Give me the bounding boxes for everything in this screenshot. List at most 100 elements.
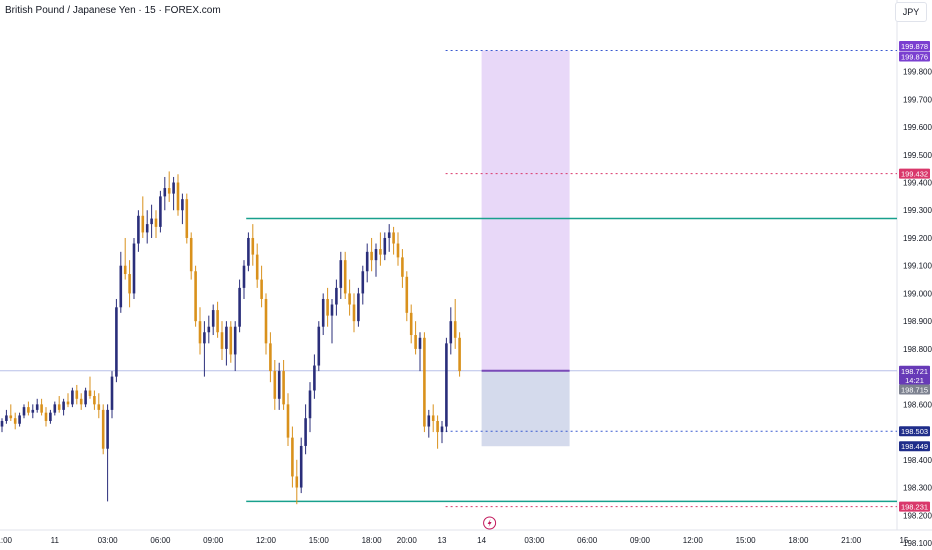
candle-body-4: [18, 415, 21, 424]
candle-body-82: [361, 271, 365, 294]
x-tick-label-10: 14: [477, 536, 486, 545]
candle-body-91: [401, 257, 404, 277]
candle-body-28: [123, 265, 127, 275]
candle-body-90: [396, 243, 400, 258]
candle-body-10: [44, 412, 48, 421]
candle-body-74: [326, 298, 329, 316]
y-tick-label-9: 198.900: [903, 317, 932, 326]
candle-body-78: [343, 260, 347, 294]
candle-body-102: [449, 321, 453, 344]
y-tick-label-10: 198.800: [903, 345, 932, 354]
y-tick-label-5: 199.300: [903, 206, 932, 215]
x-tick-label-1: 11: [51, 536, 60, 545]
candle-body-49: [216, 310, 219, 333]
candle-body-62: [273, 371, 277, 399]
candle-body-97: [427, 415, 431, 427]
x-tick-label-2: 03:00: [98, 536, 119, 545]
candle-body-67: [295, 476, 299, 488]
candle-body-51: [225, 326, 228, 349]
price-label-4: 14:21: [905, 376, 924, 385]
candle-body-1: [5, 415, 8, 421]
candle-body-32: [141, 215, 145, 233]
x-tick-label-9: 13: [438, 536, 447, 545]
candle-body-86: [379, 249, 382, 255]
x-tick-label-6: 15:00: [309, 536, 330, 545]
candle-body-43: [189, 237, 193, 272]
candle-body-87: [383, 237, 387, 255]
candle-body-45: [198, 321, 202, 344]
candle-body-63: [277, 371, 281, 399]
candle-body-59: [260, 279, 263, 299]
candle-body-39: [172, 182, 175, 194]
candle-body-27: [119, 265, 123, 308]
candle-body-15: [66, 401, 70, 405]
candle-body-92: [405, 276, 409, 313]
y-tick-label-12: 198.400: [903, 456, 932, 465]
candle-body-55: [242, 265, 246, 288]
candle-body-71: [313, 365, 316, 391]
candle-body-61: [269, 343, 272, 372]
candle-body-64: [282, 371, 285, 405]
y-tick-label-1: 199.700: [903, 95, 932, 104]
candle-body-3: [13, 418, 17, 424]
candle-body-100: [440, 426, 444, 433]
candle-body-69: [304, 418, 307, 446]
y-tick-label-4: 199.400: [903, 179, 932, 188]
price-label-3: 198.721: [901, 367, 928, 376]
candle-body-33: [145, 224, 149, 233]
candle-body-34: [150, 218, 153, 225]
candle-body-22: [97, 404, 101, 410]
candle-body-77: [339, 260, 343, 288]
candle-body-14: [62, 401, 65, 410]
x-tick-label-15: 15:00: [736, 536, 757, 545]
candle-body-70: [308, 390, 312, 419]
candle-body-83: [365, 251, 369, 272]
candle-body-47: [207, 326, 211, 333]
candle-body-5: [22, 407, 26, 416]
candle-body-103: [453, 321, 457, 338]
price-label-bg-3: [899, 365, 930, 376]
candle-body-29: [128, 274, 131, 294]
candle-body-84: [370, 251, 373, 261]
x-tick-label-17: 21:00: [841, 536, 862, 545]
candle-body-89: [392, 232, 395, 244]
candle-body-68: [299, 445, 303, 488]
candle-body-65: [286, 404, 290, 438]
price-label-bg-7: [899, 441, 930, 452]
candle-body-42: [185, 199, 189, 238]
x-tick-label-3: 06:00: [150, 536, 171, 545]
candle-body-25: [110, 376, 114, 410]
price-label-1: 199.876: [901, 53, 928, 62]
candle-body-53: [233, 326, 237, 355]
candle-body-96: [423, 337, 426, 427]
x-tick-label-12: 06:00: [577, 536, 598, 545]
currency-button[interactable]: JPY: [895, 2, 927, 22]
candle-body-8: [35, 404, 39, 410]
target-zone: [481, 50, 570, 371]
candle-body-88: [387, 232, 391, 238]
y-tick-label-13: 198.300: [903, 484, 932, 493]
x-tick-label-0: 21:00: [0, 536, 13, 545]
candle-body-44: [194, 271, 197, 322]
candle-body-7: [31, 409, 35, 413]
candle-body-101: [445, 343, 448, 427]
candle-body-2: [9, 415, 13, 419]
price-label-2: 199.432: [901, 170, 928, 179]
candle-body-40: [176, 182, 180, 211]
y-tick-label-15: 198.100: [903, 539, 932, 548]
candle-body-98: [431, 415, 435, 421]
candle-body-11: [49, 412, 52, 421]
price-label-bg-6: [899, 426, 930, 437]
y-tick-label-6: 199.200: [903, 234, 932, 243]
y-tick-label-3: 199.500: [903, 151, 932, 160]
price-label-bg-5: [899, 384, 930, 395]
candle-body-104: [458, 337, 461, 372]
candle-body-37: [163, 188, 167, 197]
chart-title: British Pound / Japanese Yen · 15 · FORE…: [5, 5, 221, 16]
candle-body-57: [251, 237, 255, 255]
price-label-6: 198.503: [901, 427, 928, 436]
candle-body-35: [154, 218, 158, 227]
x-tick-label-16: 18:00: [788, 536, 809, 545]
price-label-0: 199.878: [901, 42, 928, 51]
